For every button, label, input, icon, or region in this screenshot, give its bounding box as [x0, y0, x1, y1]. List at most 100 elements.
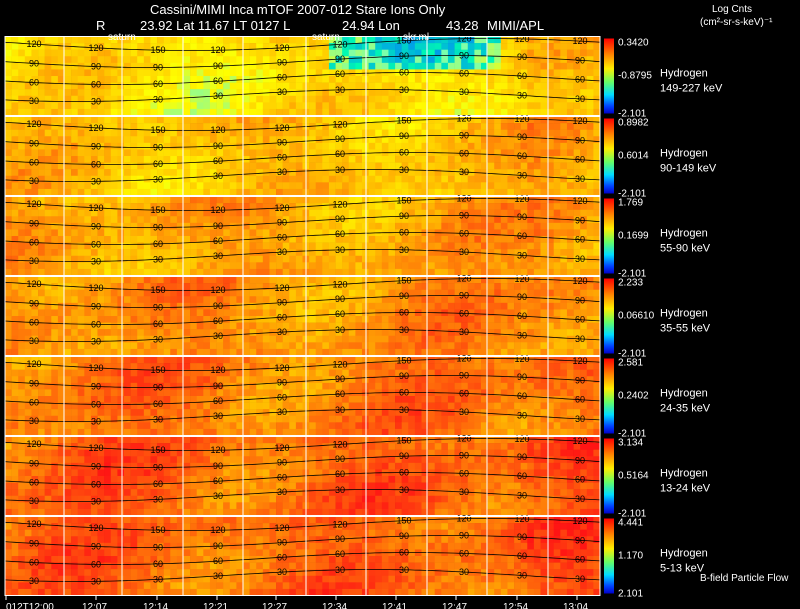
heatmap-cell — [289, 129, 297, 137]
heatmap-cell — [507, 203, 515, 210]
heatmap-cell — [216, 409, 224, 417]
heatmap-cell — [18, 276, 26, 284]
heatmap-cell — [44, 49, 52, 57]
heatmap-cell — [209, 49, 217, 57]
heatmap-cell — [282, 203, 290, 210]
heatmap-cell — [18, 142, 26, 150]
heatmap-cell — [71, 316, 79, 323]
heatmap-cell — [395, 348, 402, 356]
contour-label: 60 — [153, 319, 163, 329]
heatmap-cell — [342, 203, 350, 210]
heatmap-cell — [150, 123, 158, 130]
heatmap-cell — [163, 402, 171, 410]
heatmap-cell — [401, 255, 409, 263]
heatmap-cell — [348, 242, 356, 250]
heatmap-cell — [117, 149, 125, 157]
heatmap-cell — [421, 95, 429, 103]
contour-label: 90 — [335, 294, 345, 304]
heatmap-cell — [282, 175, 290, 183]
heatmap-cell — [514, 348, 521, 356]
heatmap-cell — [71, 242, 79, 250]
heatmap-cell — [454, 209, 462, 217]
heatmap-cell — [31, 182, 39, 190]
heatmap-cell — [507, 108, 515, 116]
heatmap-cell — [157, 369, 164, 377]
heatmap-cell — [170, 262, 178, 270]
heatmap-cell — [295, 175, 303, 183]
heatmap-cell — [348, 69, 356, 77]
heatmap-cell — [454, 188, 462, 196]
heatmap-cell — [593, 276, 601, 284]
heatmap-cell — [236, 309, 244, 317]
heatmap-cell — [110, 316, 118, 323]
heatmap-cell — [276, 322, 283, 330]
heatmap-cell — [97, 116, 105, 124]
contour-label: 60 — [91, 319, 101, 329]
contour-label: 90 — [153, 303, 163, 313]
heatmap-cell — [249, 276, 257, 284]
heatmap-cell — [593, 249, 601, 257]
heatmap-cell — [51, 422, 59, 430]
heatmap-cell — [223, 415, 231, 423]
heatmap-cell — [328, 162, 336, 170]
heatmap-cell — [315, 69, 323, 77]
heatmap-cell — [256, 116, 264, 124]
heatmap-cell — [150, 356, 158, 364]
heatmap-cell — [110, 136, 118, 144]
heatmap-cell — [176, 342, 184, 350]
heatmap-cell — [150, 129, 158, 137]
heatmap-cell — [137, 396, 145, 403]
heatmap-cell — [428, 335, 436, 343]
heatmap-cell — [262, 283, 270, 290]
heatmap-cell — [170, 255, 178, 263]
heatmap-cell — [110, 335, 118, 343]
contour-label: 60 — [153, 239, 163, 249]
heatmap-cell — [163, 49, 171, 57]
contour-label: 30 — [213, 331, 223, 341]
heatmap-cell — [243, 229, 250, 237]
heatmap-cell — [130, 175, 138, 183]
heatmap-cell — [57, 136, 65, 144]
heatmap-cell — [143, 76, 151, 83]
heatmap-cell — [586, 329, 594, 337]
heatmap-cell — [322, 175, 330, 183]
heatmap-cell — [467, 289, 475, 297]
heatmap-cell — [190, 382, 198, 390]
heatmap-cell — [514, 123, 521, 130]
heatmap-cell — [381, 316, 389, 323]
heatmap-cell — [362, 136, 369, 144]
heatmap-cell — [236, 123, 244, 130]
heatmap-cell — [408, 108, 416, 116]
heatmap-cell — [295, 102, 303, 110]
heatmap-cell — [580, 182, 588, 190]
heatmap-cell — [44, 255, 52, 263]
heatmap-cell — [97, 203, 105, 210]
heatmap-cell — [401, 203, 409, 210]
contour-label: 90 — [459, 131, 469, 141]
heatmap-cell — [547, 255, 555, 263]
heatmap-cell — [209, 242, 217, 250]
heatmap-cell — [110, 356, 118, 364]
heatmap-cell — [137, 108, 145, 116]
heatmap-cell — [276, 255, 283, 263]
heatmap-cell — [196, 283, 204, 290]
heatmap-cell — [97, 316, 105, 323]
heatmap-cell — [97, 409, 105, 417]
heatmap-cell — [388, 302, 396, 310]
heatmap-cell — [216, 136, 224, 144]
heatmap-cell — [315, 175, 323, 183]
heatmap-cell — [514, 116, 521, 124]
heatmap-cell — [355, 196, 363, 204]
heatmap-cell — [18, 396, 26, 403]
heatmap-cell — [262, 76, 270, 83]
heatmap-cell — [533, 162, 541, 170]
heatmap-cell — [454, 296, 462, 304]
contour-label: 60 — [91, 239, 101, 249]
heatmap-cell — [130, 296, 138, 304]
heatmap-cell — [540, 316, 548, 323]
contour-label: 120 — [274, 283, 289, 293]
heatmap-cell — [190, 262, 198, 270]
heatmap-cell — [328, 302, 336, 310]
heatmap-cell — [362, 242, 369, 250]
heatmap-cell — [249, 335, 257, 343]
